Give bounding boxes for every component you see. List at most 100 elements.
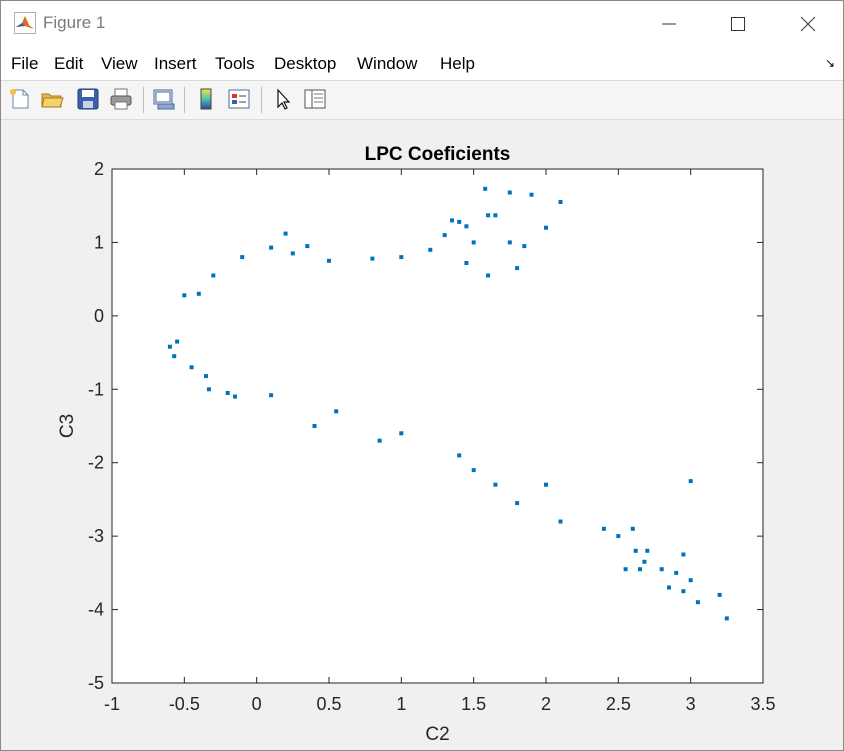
data-point — [717, 592, 722, 597]
close-button[interactable] — [785, 1, 831, 46]
x-axis-label: C2 — [425, 724, 449, 745]
y-tick-label: -4 — [88, 600, 104, 620]
new-figure-button[interactable] — [7, 86, 33, 112]
menu-desktop[interactable]: Desktop — [274, 54, 337, 73]
data-point — [464, 261, 469, 265]
edit-plot-arrow-icon — [277, 88, 291, 110]
save-icon — [77, 88, 99, 110]
menu-insert[interactable]: Insert — [154, 54, 197, 73]
maximize-button[interactable] — [715, 1, 761, 46]
print-button[interactable] — [108, 86, 134, 112]
data-point — [399, 255, 404, 260]
data-point — [269, 245, 274, 250]
data-point — [544, 482, 548, 487]
insert-legend-icon — [228, 89, 250, 109]
data-point — [642, 559, 647, 564]
menu-tools[interactable]: Tools — [215, 54, 255, 73]
data-point — [688, 578, 693, 583]
y-tick-label: 1 — [94, 232, 104, 252]
print-icon — [110, 88, 132, 110]
data-point — [225, 391, 230, 395]
matlab-logo-icon — [14, 12, 36, 34]
open-file-icon — [41, 93, 64, 108]
chart-title: LPC Coeficients — [365, 144, 511, 165]
close-icon — [800, 16, 816, 31]
link-plot-icon — [153, 89, 175, 110]
insert-legend-button[interactable] — [226, 86, 252, 112]
axes-box — [111, 168, 764, 684]
x-tick-label: 2.5 — [606, 694, 631, 714]
data-point — [630, 526, 635, 531]
insert-colorbar-button[interactable] — [193, 86, 219, 112]
toolbar-separator — [261, 87, 262, 113]
data-point — [233, 394, 237, 399]
data-point — [616, 534, 621, 539]
data-point — [601, 526, 606, 531]
edit-plot-button[interactable] — [270, 86, 296, 112]
data-point — [196, 291, 201, 296]
y-tick-label: 2 — [94, 159, 104, 179]
data-point — [211, 273, 216, 278]
data-point — [724, 616, 729, 621]
data-point — [638, 567, 642, 572]
minimize-icon — [662, 23, 676, 24]
data-point — [305, 244, 310, 249]
data-point — [399, 431, 404, 436]
menu-help[interactable]: Help — [440, 54, 475, 73]
data-point — [529, 192, 534, 197]
scatter-chart[interactable]: -1 -0.5 0 0.5 1 1.5 2 2.5 3 3.5 2 1 0 -1 -2 -3 -4 -5 LPC … — [1, 120, 843, 750]
data-point — [522, 244, 527, 249]
y-tick-label: 0 — [94, 306, 104, 326]
menu-bar: File Edit View Insert Tools Desktop Wind… — [1, 46, 843, 81]
data-point — [175, 339, 180, 344]
data-point — [623, 567, 628, 572]
x-tick-label: 0 — [252, 694, 262, 714]
data-point — [507, 240, 512, 245]
data-point — [167, 344, 172, 349]
x-tick-label: 1 — [396, 694, 406, 714]
figure-canvas[interactable]: -1 -0.5 0 0.5 1 1.5 2 2.5 3 3.5 2 1 0 -1 -2 -3 -4 -5 LPC … — [1, 120, 843, 750]
points-layer — [167, 186, 729, 621]
window-title: Figure 1 — [43, 13, 106, 32]
data-point — [269, 393, 274, 398]
menu-window[interactable]: Window — [357, 54, 418, 73]
data-point — [674, 570, 679, 575]
axes-background — [112, 169, 763, 683]
data-point — [334, 409, 339, 414]
data-point — [471, 468, 476, 473]
data-point — [283, 231, 288, 236]
data-point — [681, 589, 686, 594]
data-point — [471, 240, 476, 245]
new-figure-icon — [10, 89, 29, 109]
y-axis-label: C3 — [57, 414, 78, 438]
data-point — [370, 256, 375, 261]
link-plot-button[interactable] — [151, 86, 177, 112]
dock-arrow-icon[interactable]: ↘ — [824, 56, 835, 70]
data-point — [507, 190, 512, 195]
open-file-button[interactable] — [39, 86, 65, 112]
data-point — [695, 600, 700, 605]
data-point — [659, 567, 664, 572]
menu-file[interactable]: File — [11, 54, 39, 73]
toolbar-separator — [184, 87, 185, 113]
data-point — [558, 519, 563, 524]
data-point — [486, 213, 491, 218]
data-point — [486, 273, 491, 278]
save-button[interactable] — [75, 86, 101, 112]
menu-view[interactable]: View — [101, 54, 138, 73]
data-point — [493, 213, 498, 218]
data-point — [688, 479, 693, 484]
x-tick-label: -1 — [104, 694, 120, 714]
data-point — [189, 365, 194, 370]
x-tick-label: 3 — [686, 694, 696, 714]
minimize-button[interactable] — [646, 1, 692, 46]
ticks-layer: -1 -0.5 0 0.5 1 1.5 2 2.5 3 3.5 2 1 0 -1 -2 -3 -4 -5 — [88, 159, 776, 714]
x-tick-label: 3.5 — [750, 694, 775, 714]
y-tick-label: -2 — [88, 453, 104, 473]
data-point — [645, 548, 650, 553]
menu-edit[interactable]: Edit — [54, 54, 84, 73]
property-inspector-button[interactable] — [302, 86, 328, 112]
data-point — [457, 453, 462, 458]
title-bar: Figure 1 — [1, 1, 843, 46]
